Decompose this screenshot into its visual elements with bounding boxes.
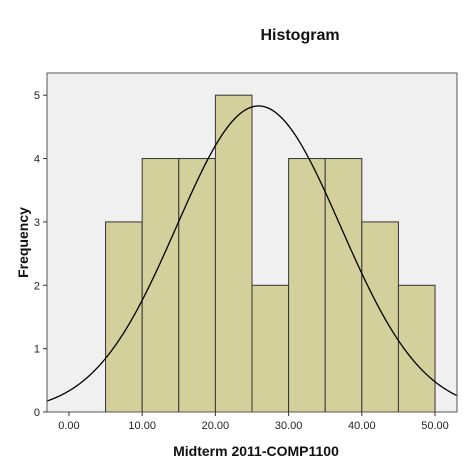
x-tick-label: 0.00 — [58, 420, 79, 432]
histogram-bar — [361, 221, 399, 413]
x-axis-label: Midterm 2011-COMP1100 — [173, 443, 339, 459]
histogram-bar — [214, 94, 253, 413]
x-tick-label: 30.00 — [275, 420, 303, 432]
y-tick-label: 5 — [34, 90, 40, 102]
histogram-bar — [178, 158, 216, 413]
x-tick-label: 50.00 — [421, 420, 449, 432]
normal-curve — [46, 105, 458, 402]
histogram-bar — [141, 158, 180, 413]
y-tick-label: 0 — [34, 407, 40, 419]
histogram-bar — [251, 284, 290, 413]
bars-layer — [105, 94, 436, 413]
x-tick-label: 40.00 — [348, 420, 376, 432]
chart-title: Histogram — [260, 27, 339, 44]
histogram-bar — [324, 158, 363, 413]
histogram-bar — [288, 158, 326, 413]
y-tick-label: 4 — [34, 154, 40, 166]
y-tick-label: 3 — [34, 217, 40, 229]
y-tick-label: 1 — [34, 344, 40, 356]
histogram-bar — [105, 221, 143, 413]
x-tick-label: 10.00 — [128, 420, 156, 432]
plot-frame — [46, 72, 458, 413]
y-axis-label: Frequency — [15, 207, 31, 278]
x-tick-label: 20.00 — [202, 420, 230, 432]
y-tick-label: 2 — [34, 280, 40, 292]
